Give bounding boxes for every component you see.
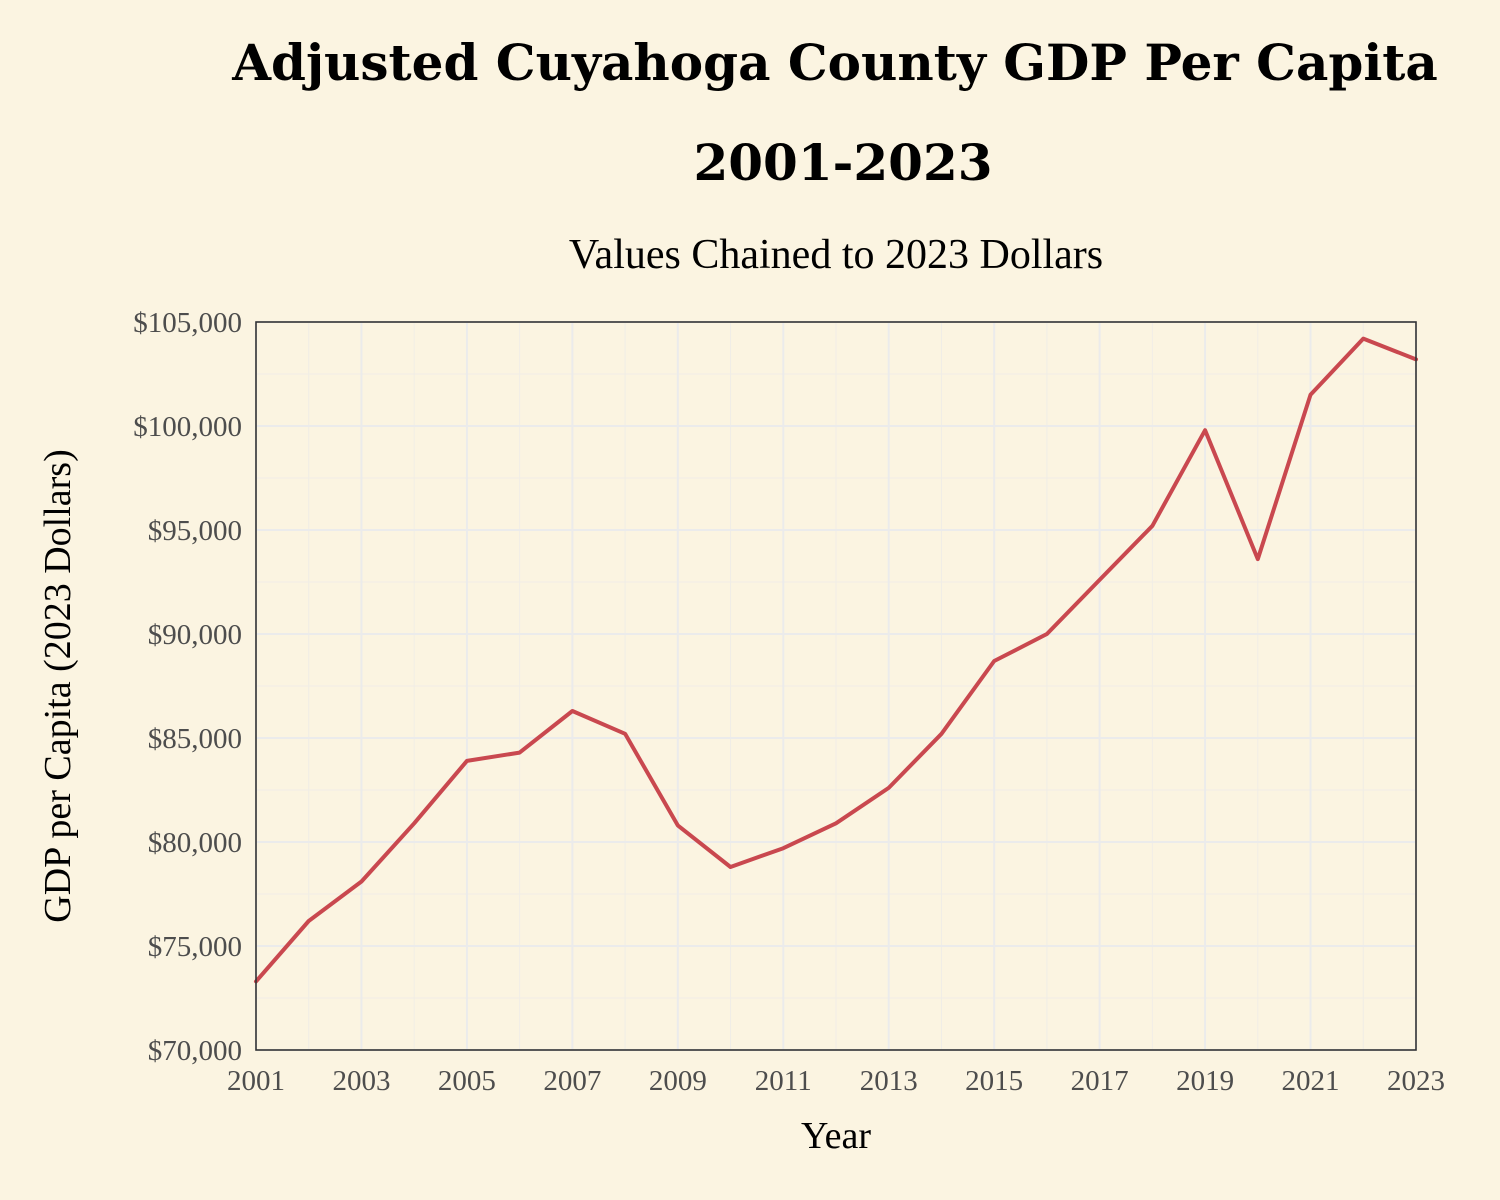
y-tick-label: $95,000: [148, 515, 242, 547]
x-tick-label: 2023: [1387, 1065, 1445, 1097]
plot-panel-border: [255, 321, 1417, 1051]
x-tick-label: 2019: [1176, 1065, 1234, 1097]
chart-title-line2: 2001-2023: [693, 133, 992, 192]
series-line: [254, 336, 1418, 984]
y-tick-label: $80,000: [148, 827, 242, 859]
x-tick-label: 2007: [543, 1065, 601, 1097]
y-tick-label: $75,000: [148, 931, 242, 963]
series: [254, 336, 1418, 984]
x-tick-label: 2021: [1282, 1065, 1340, 1097]
x-tick-label: 2015: [965, 1065, 1023, 1097]
y-tick-label: $90,000: [148, 619, 242, 651]
x-tick-label: 2005: [438, 1065, 496, 1097]
x-axis-title: Year: [801, 1115, 871, 1157]
x-tick-label: 2001: [227, 1065, 285, 1097]
y-tick-label: $100,000: [133, 411, 242, 443]
chart-title-line1: Adjusted Cuyahoga County GDP Per Capita: [231, 33, 1438, 92]
x-tick-label: 2009: [649, 1065, 707, 1097]
grid: [255, 321, 1417, 1051]
y-tick-label: $85,000: [148, 723, 242, 755]
x-tick-label: 2013: [860, 1065, 918, 1097]
y-axis-title: GDP per Capita (2023 Dollars): [37, 449, 79, 923]
x-tick-label: 2003: [332, 1065, 390, 1097]
chart-subtitle: Values Chained to 2023 Dollars: [569, 232, 1103, 278]
y-tick-label: $105,000: [133, 307, 242, 339]
x-tick-label: 2011: [755, 1065, 812, 1097]
y-tick-label: $70,000: [148, 1035, 242, 1067]
x-tick-label: 2017: [1071, 1065, 1129, 1097]
axis-ticks: 2001 2003 2005 2007 2009 2011 2013 2015 2017 2019…: [133, 307, 1445, 1097]
